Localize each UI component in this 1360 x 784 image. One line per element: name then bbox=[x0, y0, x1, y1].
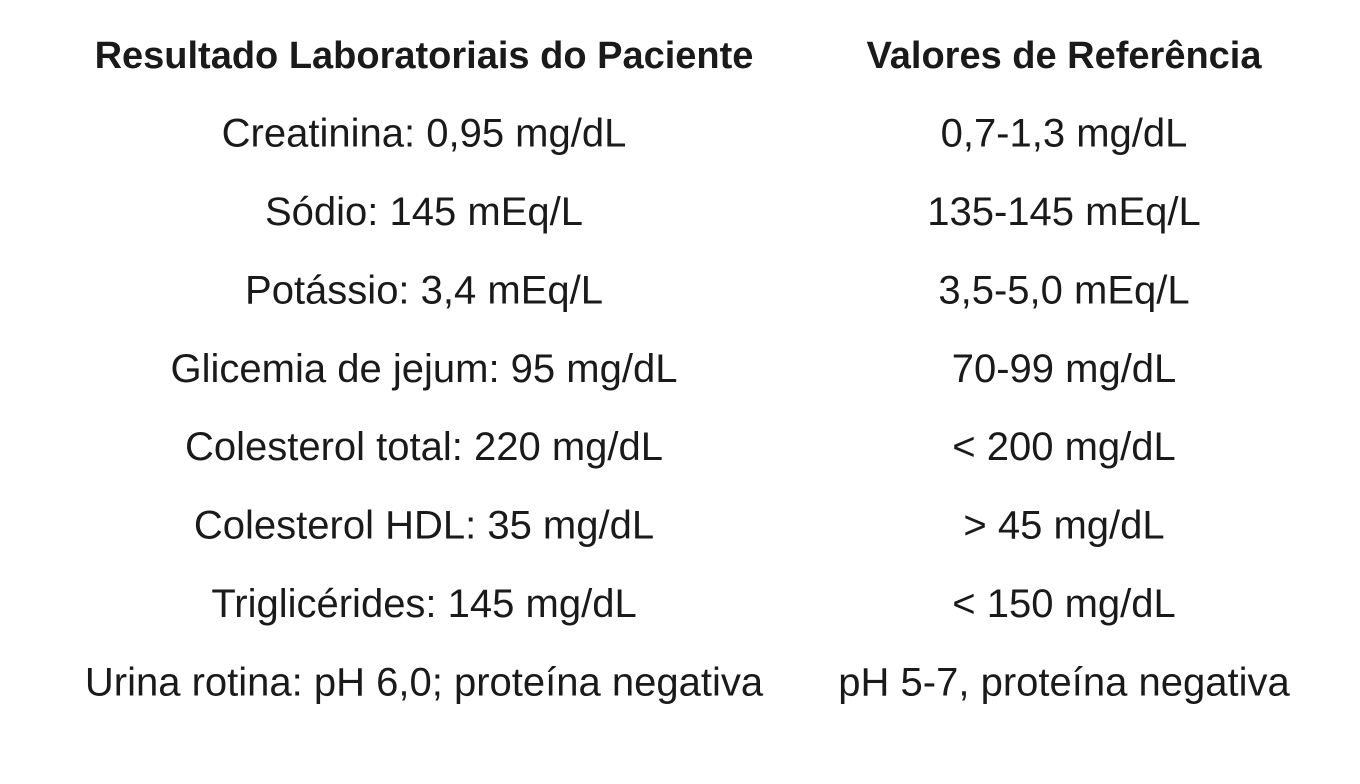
reference-value: pH 5-7, proteína negativa bbox=[838, 660, 1290, 704]
reference-value: < 150 mg/dL bbox=[952, 582, 1176, 626]
reference-value: 135-145 mEq/L bbox=[927, 190, 1201, 234]
reference-value: 70-99 mg/dL bbox=[952, 347, 1177, 391]
reference-value: 0,7-1,3 mg/dL bbox=[941, 112, 1188, 156]
patient-result: Creatinina: 0,95 mg/dL bbox=[222, 112, 627, 156]
patient-result: Colesterol HDL: 35 mg/dL bbox=[194, 504, 654, 548]
patient-result: Sódio: 145 mEq/L bbox=[265, 190, 583, 234]
patient-result: Colesterol total: 220 mg/dL bbox=[185, 425, 663, 469]
reference-value: 3,5-5,0 mEq/L bbox=[938, 268, 1189, 312]
column-header: Resultado Laboratoriais do Paciente bbox=[95, 35, 754, 77]
patient-result: Triglicérides: 145 mg/dL bbox=[211, 582, 636, 626]
patient-result: Potássio: 3,4 mEq/L bbox=[245, 268, 603, 312]
reference-value: > 45 mg/dL bbox=[963, 504, 1164, 548]
column-header: Valores de Referência bbox=[867, 35, 1263, 77]
patient-result: Urina rotina: pH 6,0; proteína negativa bbox=[85, 660, 764, 704]
reference-value: < 200 mg/dL bbox=[952, 425, 1176, 469]
patient-result: Glicemia de jejum: 95 mg/dL bbox=[171, 347, 678, 391]
